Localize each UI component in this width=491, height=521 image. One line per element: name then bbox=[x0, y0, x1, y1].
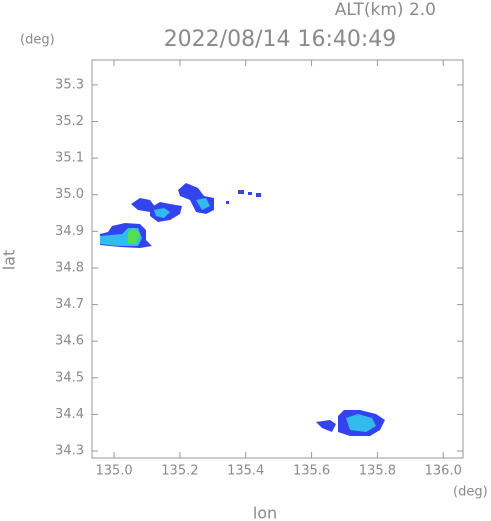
x-tick-label: 136.0 bbox=[425, 464, 462, 479]
y-tick-label: 35.3 bbox=[55, 77, 84, 92]
echo bbox=[316, 420, 336, 432]
echo bbox=[226, 201, 229, 204]
y-tick-label: 34.7 bbox=[55, 297, 84, 312]
x-unit: (deg) bbox=[453, 485, 488, 500]
x-tick-label: 135.8 bbox=[359, 464, 396, 479]
echo bbox=[154, 208, 170, 218]
echo bbox=[196, 198, 210, 210]
x-tick-label: 135.4 bbox=[227, 464, 264, 479]
y-tick-label: 34.8 bbox=[55, 260, 84, 275]
x-tick-label: 135.6 bbox=[293, 464, 330, 479]
echo bbox=[346, 414, 376, 432]
x-tick-label: 135.0 bbox=[95, 464, 132, 479]
y-tick-label: 35.1 bbox=[55, 151, 84, 166]
echo bbox=[178, 183, 214, 214]
echo bbox=[131, 198, 156, 212]
echo bbox=[256, 193, 261, 197]
x-label: lon bbox=[253, 504, 277, 521]
altitude: ALT(km) 2.0 bbox=[335, 0, 436, 20]
y-tick-label: 34.6 bbox=[55, 334, 84, 349]
echo bbox=[128, 228, 140, 244]
y-tick-label: 35.0 bbox=[55, 187, 84, 202]
echoes bbox=[100, 183, 385, 436]
echo bbox=[248, 192, 252, 195]
y-unit: (deg) bbox=[20, 33, 55, 48]
chart-title: 2022/08/14 16:40:49 bbox=[164, 27, 397, 52]
y-tick-label: 34.5 bbox=[55, 370, 84, 385]
y-tick-label: 35.2 bbox=[55, 114, 84, 129]
x-tick-label: 135.2 bbox=[161, 464, 198, 479]
y-label: lat bbox=[0, 250, 19, 271]
y-tick-label: 34.9 bbox=[55, 224, 84, 239]
frame bbox=[91, 59, 464, 459]
echo bbox=[238, 190, 244, 194]
y-tick-label: 34.4 bbox=[55, 407, 84, 422]
y-tick-label: 34.3 bbox=[55, 444, 84, 459]
